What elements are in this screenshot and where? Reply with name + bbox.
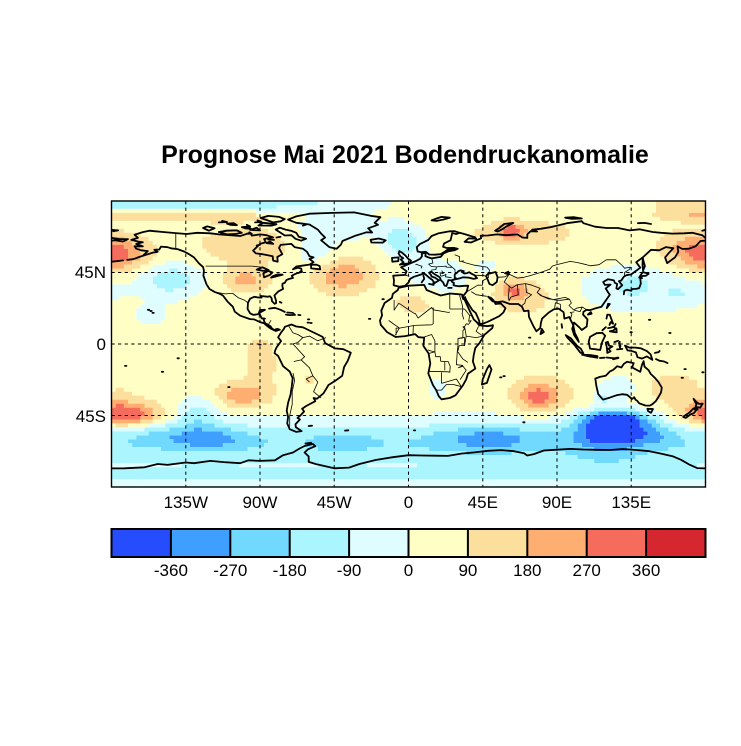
svg-text:180: 180 bbox=[513, 561, 541, 580]
svg-text:90: 90 bbox=[458, 561, 477, 580]
svg-text:90E: 90E bbox=[542, 493, 572, 512]
svg-text:45W: 45W bbox=[317, 493, 352, 512]
svg-text:Prognose Mai 2021 Bodendruckan: Prognose Mai 2021 Bodendruckanomalie bbox=[161, 141, 649, 169]
svg-text:-360: -360 bbox=[154, 561, 188, 580]
svg-text:-90: -90 bbox=[337, 561, 362, 580]
svg-text:45S: 45S bbox=[76, 407, 106, 426]
svg-text:270: 270 bbox=[573, 561, 601, 580]
svg-text:135W: 135W bbox=[164, 493, 208, 512]
svg-text:-270: -270 bbox=[213, 561, 247, 580]
svg-text:135E: 135E bbox=[611, 493, 651, 512]
svg-text:0: 0 bbox=[97, 335, 106, 354]
svg-text:360: 360 bbox=[632, 561, 660, 580]
svg-text:90W: 90W bbox=[243, 493, 278, 512]
svg-text:0: 0 bbox=[404, 493, 413, 512]
svg-text:-180: -180 bbox=[273, 561, 307, 580]
svg-text:0: 0 bbox=[404, 561, 413, 580]
svg-text:45N: 45N bbox=[75, 263, 106, 282]
svg-text:45E: 45E bbox=[468, 493, 498, 512]
